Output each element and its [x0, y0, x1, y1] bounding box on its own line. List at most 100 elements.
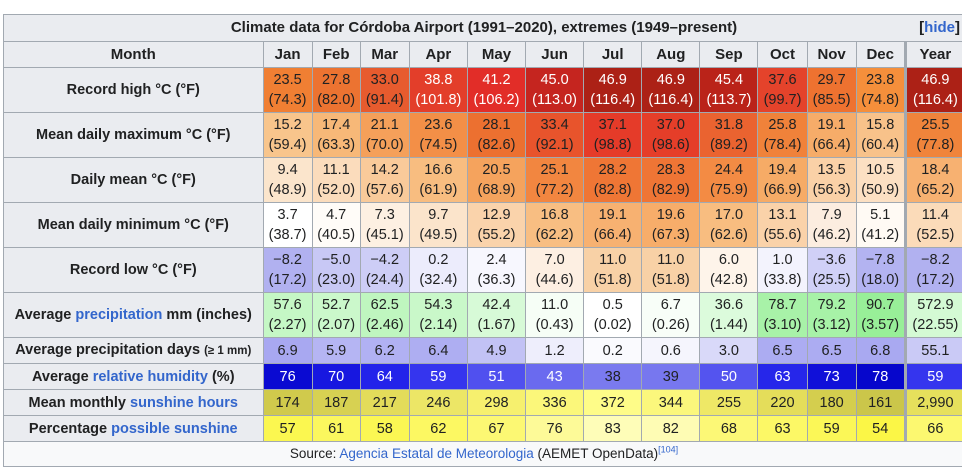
cell-record-high-feb: 27.8 (82.0): [311, 67, 361, 113]
cell-value: 6.7: [660, 297, 681, 313]
cell-value: 63: [774, 420, 791, 437]
cell-converted-value: (77.2): [535, 182, 574, 198]
cell-precip-days-may: 4.9: [466, 337, 527, 364]
cell-value: 18.4: [921, 162, 950, 178]
row-label-precipitation: Average precipitation mm (inches): [3, 292, 264, 338]
cell-value: 15.8: [866, 117, 895, 133]
cell-value: 16.8: [540, 207, 569, 223]
cell-record-high-year: 46.9 (116.4): [903, 67, 962, 113]
cell-converted-value: (106.2): [473, 92, 520, 108]
cell-converted-value: (99.7): [763, 92, 802, 108]
cell-value: 43: [546, 368, 563, 385]
cell-converted-value: (49.5): [419, 227, 458, 243]
cell-value: 29.7: [817, 72, 846, 88]
cell-record-low-aug: 11.0 (51.8): [641, 247, 701, 293]
cell-daily-mean-may: 20.5 (68.9): [466, 157, 527, 203]
cell-precipitation-year: 572.9 (22.55): [903, 292, 962, 338]
cell-record-low-nov: −3.6 (25.5): [806, 247, 857, 293]
cell-value: 51: [488, 368, 505, 385]
cell-value: 37.6: [768, 72, 797, 88]
cell-value: 38: [604, 368, 621, 385]
cell-value: 4.7: [326, 207, 347, 223]
climate-table: Climate data for Córdoba Airport (1991–2…: [3, 14, 962, 467]
cell-daily-mean-dec: 10.5 (50.9): [855, 157, 906, 203]
cell-humidity-feb: 70: [311, 363, 361, 390]
month-header-aug: Aug: [641, 41, 701, 68]
cell-value: 7.3: [374, 207, 395, 223]
cell-converted-value: (82.0): [317, 92, 356, 108]
row-label-link[interactable]: precipitation: [75, 307, 163, 323]
source-link[interactable]: Agencia Estatal de Meteorologia: [339, 446, 534, 461]
cell-mean-min-nov: 7.9 (46.2): [806, 202, 857, 248]
cell-converted-value: (92.1): [535, 137, 574, 153]
table-row-humidity: Average relative humidity (%) 76 70 64 59 51 4…: [3, 363, 962, 390]
cell-converted-value: (40.5): [317, 227, 356, 243]
cell-converted-value: (51.8): [651, 272, 690, 288]
row-label-text: Average: [14, 307, 76, 323]
cell-value: 50: [720, 368, 737, 385]
row-label-mean-min: Mean daily minimum °C (°F): [3, 202, 264, 248]
cell-converted-value: (18.0): [861, 272, 900, 288]
cell-record-low-jun: 7.0 (44.6): [525, 247, 585, 293]
cell-value: 19.4: [768, 162, 797, 178]
cell-precip-days-jun: 1.2: [525, 337, 585, 364]
cell-record-low-jan: −8.2 (17.2): [262, 247, 313, 293]
cell-mean-max-apr: 23.6 (74.5): [408, 112, 468, 158]
month-header-oct: Oct: [757, 41, 808, 68]
cell-humidity-nov: 73: [806, 363, 857, 390]
cell-converted-value: (70.0): [365, 137, 404, 153]
cell-converted-value: (36.3): [477, 272, 516, 288]
cell-humidity-oct: 63: [757, 363, 808, 390]
cell-record-high-oct: 37.6 (99.7): [757, 67, 808, 113]
table-title-text: Climate data for Córdoba Airport (1991–2…: [230, 19, 738, 36]
cell-mean-max-sep: 31.8 (89.2): [699, 112, 759, 158]
cell-converted-value: (101.8): [415, 92, 462, 108]
cell-converted-value: (113.0): [532, 92, 578, 108]
cell-converted-value: (82.6): [477, 137, 516, 153]
row-label-text: Average: [31, 368, 93, 385]
cell-possible-sunshine-may: 67: [466, 415, 527, 442]
cell-converted-value: (0.26): [651, 317, 690, 333]
cell-value: 46.9: [921, 72, 950, 88]
cell-humidity-apr: 59: [408, 363, 468, 390]
cell-converted-value: (46.2): [812, 227, 851, 243]
cell-mean-max-oct: 25.8 (78.4): [757, 112, 808, 158]
cell-value: 24.4: [714, 162, 744, 178]
cell-humidity-jan: 76: [262, 363, 313, 390]
hide-toggle[interactable]: [hide]: [919, 19, 960, 36]
cell-precip-days-jan: 6.9: [262, 337, 313, 364]
cell-converted-value: (56.3): [812, 182, 851, 198]
reference-link[interactable]: [104]: [658, 444, 679, 455]
month-header-sep: Sep: [699, 41, 759, 68]
cell-precipitation-feb: 52.7 (2.07): [311, 292, 361, 338]
cell-converted-value: (67.3): [651, 227, 690, 243]
cell-value: 0.2: [602, 342, 623, 359]
cell-possible-sunshine-feb: 61: [311, 415, 361, 442]
cell-converted-value: (44.6): [535, 272, 574, 288]
cell-value: 61: [328, 420, 345, 437]
row-label-link[interactable]: sunshine hours: [130, 394, 238, 411]
cell-value: 79.2: [817, 297, 846, 313]
cell-value: 42.4: [482, 297, 511, 313]
cell-sunshine-hours-oct: 220: [757, 389, 808, 416]
cell-value: 12.9: [482, 207, 511, 223]
cell-daily-mean-nov: 13.5 (56.3): [806, 157, 857, 203]
hide-link[interactable]: hide: [924, 19, 955, 36]
table-row-sunshine-hours: Mean monthly sunshine hours 174 187 217 246 2…: [3, 389, 962, 416]
cell-value: 59: [430, 368, 447, 385]
cell-value: −5.0: [321, 252, 351, 268]
row-label-link[interactable]: possible sunshine: [111, 420, 238, 437]
cell-value: 6.5: [772, 342, 793, 359]
row-label-link[interactable]: relative humidity: [92, 368, 208, 385]
cell-possible-sunshine-mar: 58: [359, 415, 410, 442]
cell-precip-days-nov: 6.5: [806, 337, 857, 364]
cell-value: 3.0: [718, 342, 739, 359]
cell-value: 82: [662, 420, 679, 437]
cell-value: 17.0: [714, 207, 744, 223]
cell-precipitation-jan: 57.6 (2.27): [262, 292, 313, 338]
cell-converted-value: (98.8): [593, 137, 632, 153]
cell-value: 217: [372, 394, 397, 411]
cell-mean-max-may: 28.1 (82.6): [466, 112, 527, 158]
cell-converted-value: (66.4): [812, 137, 851, 153]
row-label-text: Average precipitation days: [15, 342, 205, 358]
